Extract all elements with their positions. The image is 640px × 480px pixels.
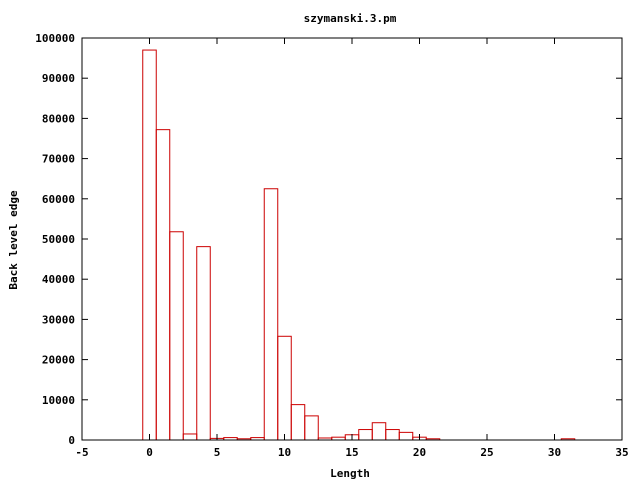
bars-layer <box>142 49 576 441</box>
y-tick-label: 40000 <box>42 273 75 286</box>
y-tick-label: 20000 <box>42 354 75 367</box>
histogram-bar <box>358 429 373 441</box>
histogram-bar <box>169 231 184 441</box>
y-tick-label: 0 <box>68 434 75 447</box>
y-tick-label: 10000 <box>42 394 75 407</box>
histogram-bar <box>263 188 279 441</box>
histogram-bar <box>371 422 387 441</box>
histogram-bar <box>304 415 319 441</box>
x-tick-label: 10 <box>278 446 291 459</box>
x-tick-label: 35 <box>615 446 628 459</box>
x-tick-label: 15 <box>345 446 358 459</box>
histogram-bar <box>277 335 292 441</box>
x-tick-label: 20 <box>413 446 426 459</box>
y-tick-label: 80000 <box>42 112 75 125</box>
y-tick-label: 90000 <box>42 72 75 85</box>
x-tick-label: 0 <box>146 446 153 459</box>
histogram-bar <box>155 129 171 441</box>
plot-frame <box>81 37 623 441</box>
x-tick-label: 5 <box>214 446 221 459</box>
y-tick-label: 100000 <box>35 32 75 45</box>
y-tick-label: 70000 <box>42 153 75 166</box>
x-tick-label: 30 <box>548 446 561 459</box>
histogram-bar <box>182 433 198 441</box>
histogram-bar <box>290 404 306 441</box>
y-tick-label: 50000 <box>42 233 75 246</box>
x-axis-title: Length <box>330 467 370 480</box>
y-tick-label: 60000 <box>42 193 75 206</box>
y-axis-title: Back level edge <box>7 190 20 290</box>
y-tick-label: 30000 <box>42 313 75 326</box>
chart-title: szymanski.3.pm <box>304 12 397 25</box>
histogram-bar <box>385 429 400 441</box>
x-tick-label: 25 <box>480 446 493 459</box>
x-tick-label: -5 <box>75 446 88 459</box>
histogram-bar <box>398 431 414 441</box>
ticks-layer: -5 0 5 10 15 20 25 30 35010000200003000040000500… <box>35 32 628 459</box>
histogram-bar <box>142 49 157 441</box>
histogram-bar <box>196 246 211 441</box>
